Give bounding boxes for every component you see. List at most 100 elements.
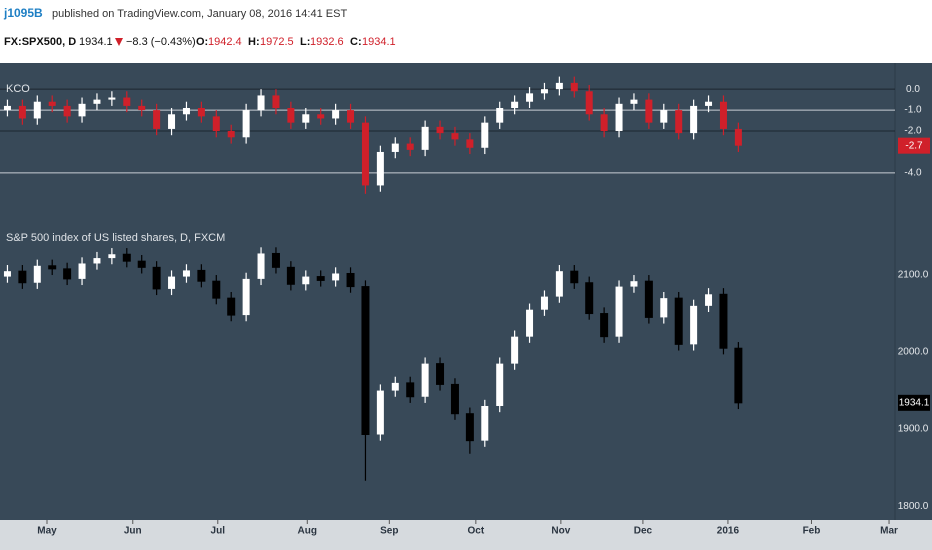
candle-body xyxy=(630,99,638,104)
last-price: 1934.1 xyxy=(79,36,113,48)
candle-body xyxy=(212,116,220,132)
high-value: 1972.5 xyxy=(260,36,294,48)
candle-body xyxy=(674,297,683,345)
x-tick-label: 2016 xyxy=(717,526,740,537)
candle-body xyxy=(526,93,534,102)
x-tick-label: Mar xyxy=(880,526,898,537)
candle-body xyxy=(585,91,593,115)
candle-body xyxy=(48,265,57,270)
candle-body xyxy=(302,114,310,123)
x-tick-label: Jul xyxy=(211,526,226,537)
candle-body xyxy=(481,122,489,148)
last-value-box xyxy=(898,137,930,154)
candle-body xyxy=(63,105,71,117)
candle-body xyxy=(436,126,444,134)
candle-body xyxy=(705,101,713,106)
candle-body xyxy=(3,105,11,111)
candle-body xyxy=(137,260,146,268)
candle-body xyxy=(108,254,116,259)
candle-body xyxy=(376,151,384,186)
y-tick-label: 2100.0 xyxy=(898,270,929,281)
candle-body xyxy=(511,101,519,108)
candle-body xyxy=(690,105,698,134)
candle-body xyxy=(734,347,743,404)
candle-body xyxy=(346,272,355,288)
candle-body xyxy=(451,133,459,140)
candle-body xyxy=(644,280,653,318)
candle-body xyxy=(242,110,250,138)
candle-body xyxy=(227,131,235,138)
down-arrow xyxy=(115,38,123,46)
candle-body xyxy=(168,114,176,129)
candle-body xyxy=(168,276,176,289)
candle-body xyxy=(332,273,340,281)
candle-body xyxy=(481,405,489,441)
candle-body xyxy=(286,266,295,285)
author[interactable]: j1095B xyxy=(3,6,43,20)
candle-body xyxy=(302,276,310,285)
candle-body xyxy=(182,270,190,277)
y-tick-label: 1900.0 xyxy=(898,424,929,435)
candle-body xyxy=(3,271,11,277)
candle-body xyxy=(153,110,161,129)
candle-body xyxy=(675,110,683,134)
y-tick-label: -4.0 xyxy=(904,168,922,179)
candle-body xyxy=(406,143,414,150)
x-tick-label: Feb xyxy=(803,526,821,537)
x-tick-label: Oct xyxy=(468,526,485,537)
close-value: 1934.1 xyxy=(362,36,396,48)
candle-body xyxy=(570,270,579,284)
last-value-label: 1934.1 xyxy=(899,397,930,408)
symbol: FX:SPX500, D xyxy=(4,36,76,48)
close-label: C: xyxy=(350,36,362,48)
low-label: L: xyxy=(300,36,310,48)
chart-bg xyxy=(0,63,932,520)
candle-body xyxy=(212,280,221,299)
candle-body xyxy=(257,95,265,111)
open-label: O: xyxy=(196,36,208,48)
candle-body xyxy=(450,383,459,415)
candle-body xyxy=(600,114,608,132)
x-tick-label: Dec xyxy=(634,526,653,537)
time-axis-bg xyxy=(0,520,932,550)
candle-body xyxy=(18,105,26,119)
candle-body xyxy=(93,258,101,264)
candle-body xyxy=(48,101,56,106)
high-label: H: xyxy=(248,36,260,48)
candle-body xyxy=(406,382,415,398)
candle-body xyxy=(690,305,698,345)
candle-body xyxy=(272,95,280,108)
candle-body xyxy=(615,286,623,337)
candle-body xyxy=(645,99,653,123)
candle-body xyxy=(93,99,101,104)
candle-body xyxy=(526,309,534,337)
candle-body xyxy=(436,363,445,385)
candle-body xyxy=(421,363,429,397)
candle-body xyxy=(361,122,369,186)
y-tick-label: -2.0 xyxy=(904,126,922,137)
candle-body xyxy=(555,82,563,90)
candle-body xyxy=(719,101,727,129)
candle-body xyxy=(540,89,548,94)
candle-body xyxy=(660,298,668,318)
y-tick-label: 0.0 xyxy=(906,84,920,95)
candle-body xyxy=(18,270,27,284)
candle-body xyxy=(197,269,206,282)
candle-body xyxy=(347,110,355,123)
y-tick-label: 1800.0 xyxy=(898,501,929,512)
last-value-label: -2.7 xyxy=(905,140,923,151)
candle-body xyxy=(332,110,340,119)
candle-body xyxy=(466,139,474,148)
candle-body xyxy=(122,253,131,262)
candle-body xyxy=(496,108,504,123)
candle-body xyxy=(719,293,728,349)
candle-body xyxy=(152,266,161,290)
candle-body xyxy=(615,103,623,132)
candle-body xyxy=(63,268,72,280)
change: −8.3 (−0.43%) xyxy=(126,36,196,48)
x-tick-label: Aug xyxy=(298,526,317,537)
candle-body xyxy=(555,271,563,297)
candle-body xyxy=(182,108,190,115)
